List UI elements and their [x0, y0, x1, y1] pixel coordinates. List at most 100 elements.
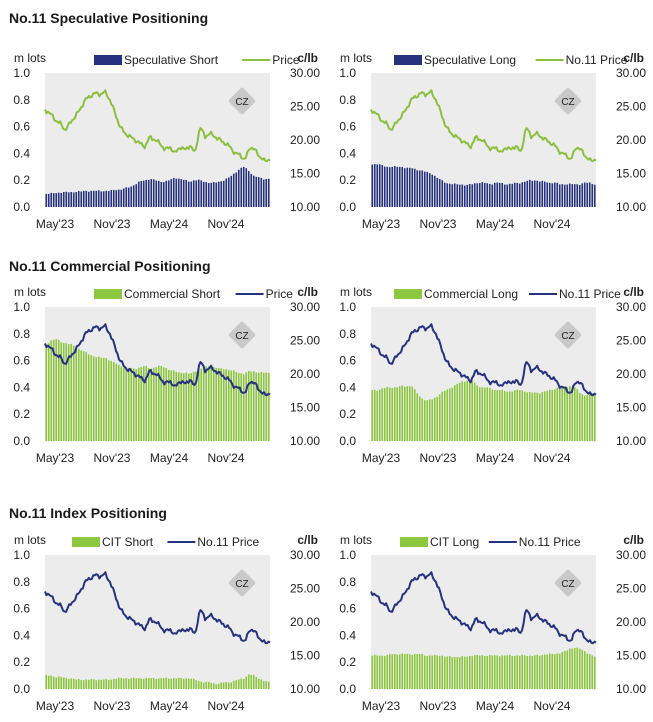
bar	[152, 367, 155, 441]
bar	[182, 373, 185, 441]
legend-swatch-bar	[72, 537, 100, 547]
left-tick-label: 0.4	[13, 380, 30, 394]
bar	[591, 184, 594, 207]
x-tick-label: Nov'24	[208, 217, 245, 231]
bar	[227, 682, 230, 689]
bar	[237, 169, 240, 207]
bar	[496, 655, 499, 689]
bar	[428, 173, 431, 207]
bar	[586, 182, 589, 207]
bar	[576, 389, 579, 441]
bar	[448, 183, 451, 207]
bar	[92, 679, 95, 689]
bar	[406, 167, 409, 207]
bar	[506, 391, 509, 441]
legend-label: Price	[266, 287, 294, 301]
bar	[175, 178, 178, 207]
watermark-text: CZ	[561, 331, 574, 342]
x-tick-label: May'24	[150, 699, 189, 713]
bar-series	[371, 164, 596, 207]
bar	[458, 657, 461, 689]
bar	[473, 655, 476, 689]
left-tick-label: 0.6	[339, 120, 356, 134]
bar	[446, 183, 449, 207]
bar	[222, 180, 225, 207]
bar	[393, 166, 396, 207]
bar	[406, 386, 409, 441]
right-tick-label: 10.00	[616, 434, 646, 448]
bar	[125, 367, 128, 441]
left-axis-unit: m lots	[340, 51, 372, 65]
bar	[70, 191, 73, 207]
bar	[232, 173, 235, 207]
left-tick-label: 0.0	[339, 434, 356, 448]
bar	[177, 677, 180, 689]
bar	[436, 177, 439, 207]
x-tick-label: May'23	[36, 451, 75, 465]
bar	[491, 184, 494, 207]
watermark-diamond	[554, 569, 582, 597]
bar	[468, 184, 471, 207]
bar	[593, 184, 596, 207]
bar	[531, 392, 534, 441]
bar	[97, 190, 100, 207]
bar	[120, 677, 123, 689]
bar	[388, 387, 391, 441]
x-tick-label: Nov'24	[208, 451, 245, 465]
watermark-text: CZ	[235, 97, 248, 108]
bar	[418, 396, 421, 441]
x-tick-label: Nov'23	[94, 451, 131, 465]
bar	[57, 339, 60, 441]
chart-commercial-long: m lots c/lb Commercial Long No.11 Price 0.0 0…	[339, 285, 646, 465]
bar	[561, 652, 564, 689]
bar	[232, 680, 235, 689]
bar	[548, 389, 551, 441]
right-tick-label: 20.00	[616, 615, 646, 629]
bar	[197, 680, 200, 689]
bar	[531, 655, 534, 689]
bar	[112, 678, 115, 689]
bar	[152, 179, 155, 207]
bar	[426, 655, 429, 689]
bar	[100, 191, 103, 207]
watermark-text: CZ	[235, 331, 248, 342]
bar	[95, 357, 98, 441]
bar	[378, 655, 381, 689]
bar	[506, 184, 509, 207]
left-tick-label: 0.4	[13, 146, 30, 160]
right-tick-label: 30.00	[290, 548, 320, 562]
bar	[155, 180, 158, 207]
legend-swatch-bar	[94, 55, 122, 65]
section-title-commercial: No.11 Commercial Positioning	[9, 258, 211, 274]
bar	[493, 389, 496, 441]
bar	[451, 387, 454, 441]
legend-label: No.11 Price	[559, 287, 621, 301]
bar	[401, 167, 404, 207]
bar	[80, 680, 83, 689]
bar	[62, 191, 65, 207]
bar	[393, 387, 396, 441]
bar	[55, 339, 58, 441]
bar	[533, 392, 536, 441]
bar	[578, 184, 581, 207]
left-tick-label: 0.8	[339, 575, 356, 589]
bar	[543, 391, 546, 441]
bar	[187, 373, 190, 441]
bar	[463, 381, 466, 441]
bar	[60, 676, 63, 689]
bar	[541, 180, 544, 207]
bar	[381, 165, 384, 207]
bar	[398, 166, 401, 207]
bar-series	[45, 166, 270, 207]
bar	[180, 677, 183, 689]
bar	[47, 675, 50, 689]
right-tick-label: 15.00	[290, 167, 320, 181]
bar	[145, 179, 148, 207]
bar	[593, 393, 596, 441]
bar	[473, 382, 476, 441]
x-tick-label: Nov'23	[420, 451, 457, 465]
bar	[466, 656, 469, 689]
bar	[155, 367, 158, 441]
bar	[247, 674, 250, 689]
bar	[130, 678, 133, 689]
